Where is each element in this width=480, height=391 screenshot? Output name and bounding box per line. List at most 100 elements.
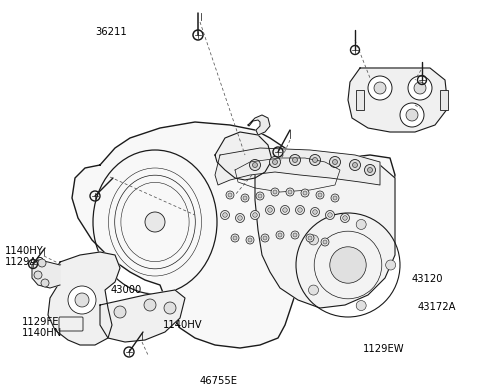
Circle shape [276,231,284,239]
Circle shape [236,213,244,222]
Circle shape [261,234,269,242]
Circle shape [220,210,229,219]
Circle shape [248,238,252,242]
Circle shape [228,193,232,197]
Circle shape [301,189,309,197]
Circle shape [273,160,277,165]
Circle shape [356,301,366,310]
Polygon shape [215,148,380,185]
Circle shape [349,160,360,170]
Circle shape [364,165,375,176]
Circle shape [265,206,275,215]
Circle shape [289,154,300,165]
Circle shape [292,158,298,163]
Circle shape [250,160,261,170]
Circle shape [308,236,312,240]
Circle shape [241,194,249,202]
Polygon shape [215,132,272,180]
Circle shape [271,188,279,196]
Circle shape [273,190,277,194]
Circle shape [258,194,262,198]
Bar [440,90,448,110]
Circle shape [38,259,46,267]
Circle shape [306,234,314,242]
Circle shape [256,192,264,200]
Circle shape [368,76,392,100]
Circle shape [164,302,176,314]
Circle shape [278,233,282,237]
Circle shape [296,206,304,215]
Circle shape [368,167,372,172]
Circle shape [293,233,297,237]
Circle shape [41,279,49,287]
Text: 43172A: 43172A [418,302,456,312]
Circle shape [286,188,294,196]
Circle shape [243,196,247,200]
Circle shape [145,212,165,232]
Circle shape [316,191,324,199]
Circle shape [251,210,260,219]
Circle shape [226,191,234,199]
Circle shape [223,213,227,217]
Circle shape [408,76,432,100]
Circle shape [268,208,272,212]
Text: 46755E: 46755E [199,376,237,386]
Text: 1140HY
1129AD: 1140HY 1129AD [5,246,45,267]
Circle shape [414,82,426,94]
Circle shape [329,156,340,167]
Circle shape [323,240,327,244]
Text: 43000: 43000 [110,285,142,295]
Text: 1129EW: 1129EW [362,344,404,354]
Polygon shape [72,122,395,348]
Circle shape [246,236,254,244]
Circle shape [331,194,339,202]
Circle shape [288,190,292,194]
Circle shape [75,293,89,307]
Text: 43120: 43120 [412,274,444,284]
Circle shape [311,208,320,217]
Circle shape [333,160,337,165]
Circle shape [291,231,299,239]
Circle shape [283,208,287,212]
Circle shape [330,247,366,283]
Polygon shape [348,68,448,132]
Circle shape [328,213,332,217]
Circle shape [269,156,280,167]
Polygon shape [32,260,60,288]
Circle shape [406,109,418,121]
Circle shape [318,193,322,197]
Text: 1129FE
1140HN: 1129FE 1140HN [22,317,62,338]
Circle shape [298,208,302,212]
Circle shape [343,216,347,220]
Circle shape [385,260,396,270]
Circle shape [233,236,237,240]
Circle shape [310,154,321,165]
Circle shape [309,235,319,245]
Circle shape [144,299,156,311]
Circle shape [114,306,126,318]
Circle shape [374,82,386,94]
Circle shape [252,163,257,167]
Text: 1140HV: 1140HV [163,320,203,330]
Circle shape [309,285,319,295]
Circle shape [263,236,267,240]
Circle shape [238,216,242,220]
Circle shape [352,163,358,167]
Circle shape [321,238,329,246]
Circle shape [400,103,424,127]
Circle shape [313,210,317,214]
Circle shape [333,196,337,200]
Bar [356,90,364,110]
Circle shape [253,213,257,217]
Circle shape [34,271,42,279]
Circle shape [356,219,366,230]
Polygon shape [248,115,270,135]
Circle shape [68,286,96,314]
Circle shape [231,234,239,242]
Circle shape [340,213,349,222]
Text: 36211: 36211 [95,27,127,37]
Polygon shape [100,290,185,342]
Circle shape [312,158,317,163]
Polygon shape [48,252,120,345]
Circle shape [280,206,289,215]
